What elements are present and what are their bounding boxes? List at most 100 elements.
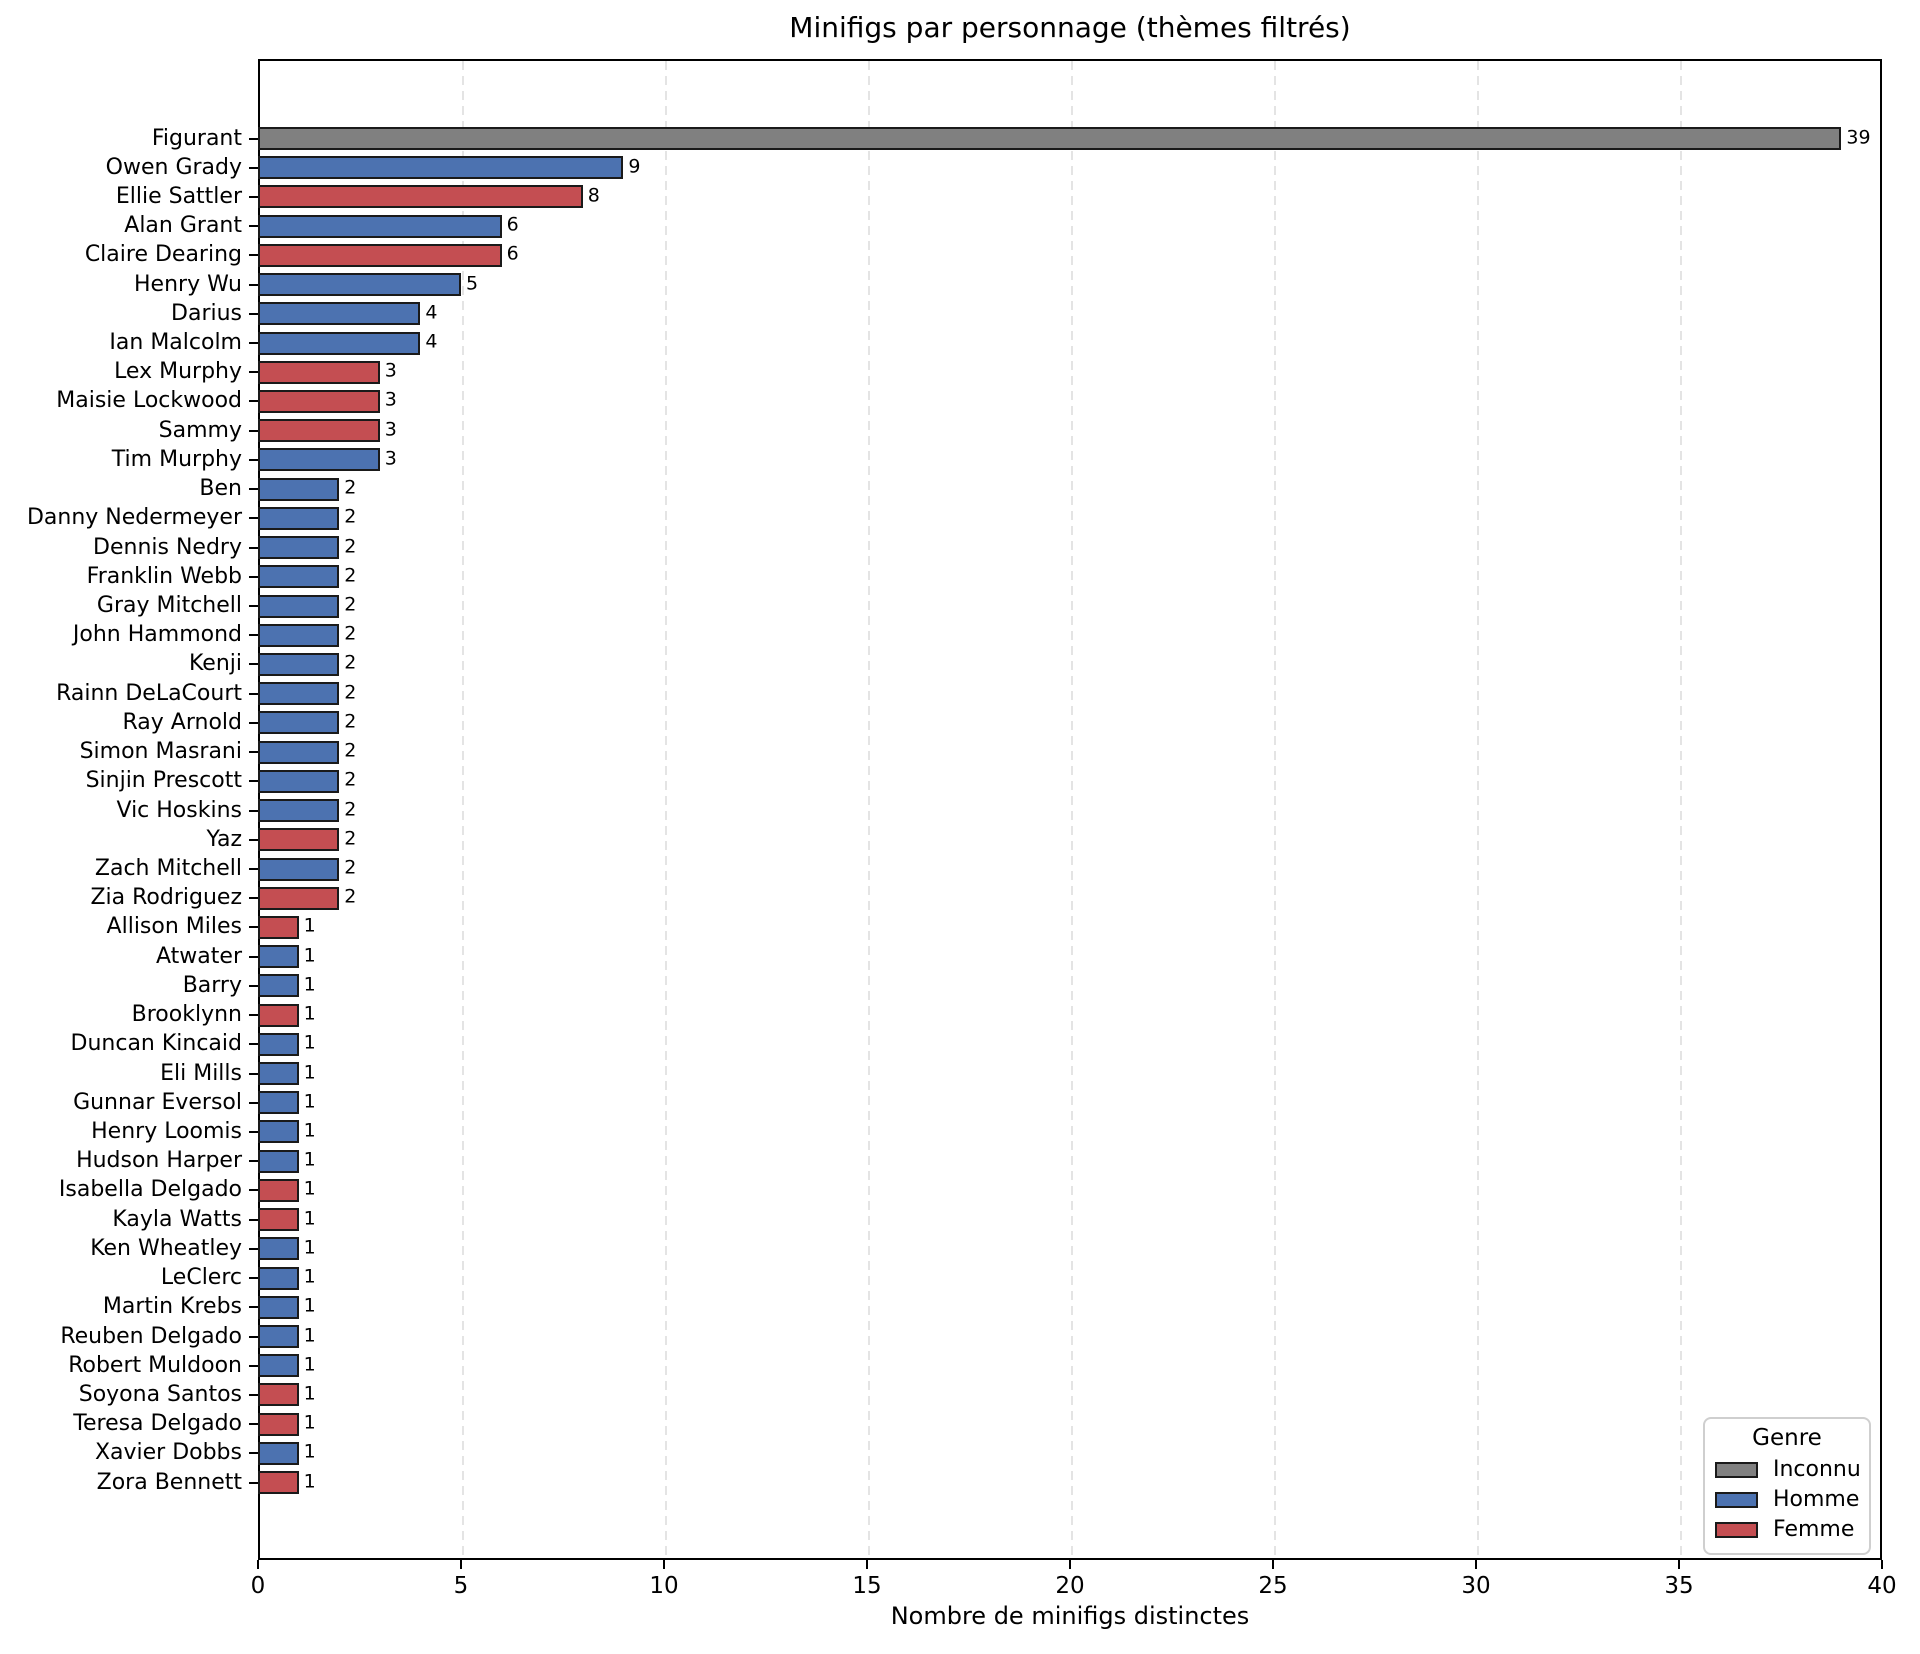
y-tick-mark bbox=[249, 780, 258, 783]
y-category-label: Rainn DeLaCourt bbox=[56, 680, 242, 706]
bar-claire-dearing bbox=[258, 243, 502, 267]
bar-value: 6 bbox=[506, 213, 519, 236]
y-tick-mark bbox=[249, 751, 258, 754]
y-category-label: Ken Wheatley bbox=[90, 1235, 242, 1261]
y-category-label: Xavier Dobbs bbox=[94, 1440, 242, 1466]
y-tick-mark bbox=[249, 458, 258, 461]
x-tick-mark bbox=[460, 1560, 462, 1569]
y-tick-mark bbox=[249, 1218, 258, 1221]
x-tick-label: 25 bbox=[1258, 1573, 1288, 1599]
bar-maisie-lockwood bbox=[258, 389, 380, 413]
y-category-label: LeClerc bbox=[160, 1265, 242, 1291]
legend-entry-homme: Homme bbox=[1705, 1485, 1869, 1515]
bar-value: 1 bbox=[303, 1090, 316, 1113]
bar-value: 9 bbox=[628, 155, 641, 178]
gridline-x-10 bbox=[665, 61, 667, 1558]
y-tick-mark bbox=[249, 546, 258, 549]
bar-value: 2 bbox=[344, 798, 357, 821]
bar-isabella-delgado bbox=[258, 1178, 299, 1202]
y-tick-mark bbox=[249, 838, 258, 841]
bar-zach-mitchell bbox=[258, 857, 340, 881]
bar-value: 3 bbox=[384, 359, 397, 382]
y-tick-mark bbox=[249, 225, 258, 228]
y-category-label: Hudson Harper bbox=[76, 1148, 242, 1174]
bar-value: 2 bbox=[344, 885, 357, 908]
bar-tim-murphy bbox=[258, 448, 380, 472]
y-tick-mark bbox=[249, 1072, 258, 1075]
y-category-label: Kayla Watts bbox=[112, 1206, 242, 1232]
gridline-x-20 bbox=[1071, 61, 1073, 1558]
y-category-label: Martin Krebs bbox=[102, 1294, 242, 1320]
bar-value: 8 bbox=[587, 184, 600, 207]
y-category-label: Duncan Kincaid bbox=[70, 1031, 242, 1057]
bar-henry-wu bbox=[258, 273, 461, 297]
bar-value: 2 bbox=[344, 564, 357, 587]
y-tick-mark bbox=[249, 166, 258, 169]
y-tick-mark bbox=[249, 1393, 258, 1396]
y-category-label: Brooklynn bbox=[131, 1002, 242, 1028]
bar-value: 1 bbox=[303, 1236, 316, 1259]
bar-lex-murphy bbox=[258, 360, 380, 384]
bar-value: 1 bbox=[303, 1294, 316, 1317]
bar-ben bbox=[258, 477, 340, 501]
bar-value: 2 bbox=[344, 856, 357, 879]
bar-value: 2 bbox=[344, 768, 357, 791]
y-tick-mark bbox=[249, 1335, 258, 1338]
bar-value: 2 bbox=[344, 710, 357, 733]
bar-brooklynn bbox=[258, 1003, 299, 1027]
bar-owen-grady bbox=[258, 156, 624, 180]
bar-allison-miles bbox=[258, 915, 299, 939]
y-category-label: Eli Mills bbox=[160, 1060, 242, 1086]
x-tick-label: 35 bbox=[1664, 1573, 1694, 1599]
y-category-label: Lex Murphy bbox=[114, 359, 242, 385]
y-tick-mark bbox=[249, 868, 258, 870]
y-category-label: Barry bbox=[182, 972, 242, 998]
y-category-label: John Hammond bbox=[72, 622, 242, 648]
bar-john-hammond bbox=[258, 623, 340, 647]
x-tick-label: 15 bbox=[852, 1573, 882, 1599]
y-tick-mark bbox=[249, 342, 258, 345]
y-tick-mark bbox=[249, 721, 258, 724]
y-category-label: Reuben Delgado bbox=[60, 1323, 242, 1349]
y-tick-mark bbox=[249, 1452, 258, 1455]
bar-sammy bbox=[258, 419, 380, 443]
y-category-label: Vic Hoskins bbox=[116, 797, 243, 823]
bar-value: 1 bbox=[303, 1353, 316, 1376]
bar-kenji bbox=[258, 652, 340, 676]
y-tick-mark bbox=[249, 1043, 258, 1046]
bar-zia-rodriguez bbox=[258, 886, 340, 910]
bar-value: 1 bbox=[303, 973, 316, 996]
gridline-x-35 bbox=[1680, 61, 1682, 1558]
plot-area bbox=[258, 59, 1882, 1560]
y-tick-mark bbox=[249, 1160, 258, 1163]
bar-value: 2 bbox=[344, 505, 357, 528]
y-tick-mark bbox=[249, 984, 258, 987]
y-tick-mark bbox=[249, 926, 258, 929]
y-category-label: Sinjin Prescott bbox=[85, 768, 242, 794]
y-category-label: Sammy bbox=[158, 417, 242, 443]
legend-label: Femme bbox=[1773, 1517, 1855, 1542]
bar-value: 1 bbox=[303, 1440, 316, 1463]
y-tick-mark bbox=[249, 1189, 258, 1192]
bar-value: 3 bbox=[384, 418, 397, 441]
y-category-label: Ellie Sattler bbox=[115, 183, 242, 209]
y-tick-mark bbox=[249, 488, 258, 491]
x-axis-label: Nombre de minifigs distinctes bbox=[890, 1602, 1250, 1630]
x-tick-mark bbox=[1069, 1560, 1071, 1569]
bar-hudson-harper bbox=[258, 1149, 299, 1173]
x-tick-mark bbox=[663, 1560, 665, 1569]
bar-value: 4 bbox=[425, 301, 438, 324]
bar-value: 2 bbox=[344, 622, 357, 645]
bar-dennis-nedry bbox=[258, 536, 340, 560]
bar-atwater bbox=[258, 945, 299, 969]
bar-teresa-delgado bbox=[258, 1412, 299, 1436]
y-tick-mark bbox=[249, 312, 258, 315]
y-tick-mark bbox=[249, 575, 258, 578]
y-tick-mark bbox=[249, 283, 258, 286]
y-category-label: Franklin Webb bbox=[86, 563, 242, 589]
bar-value: 2 bbox=[344, 651, 357, 674]
bar-kayla-watts bbox=[258, 1208, 299, 1232]
bar-value: 3 bbox=[384, 388, 397, 411]
y-tick-mark bbox=[249, 1306, 258, 1309]
